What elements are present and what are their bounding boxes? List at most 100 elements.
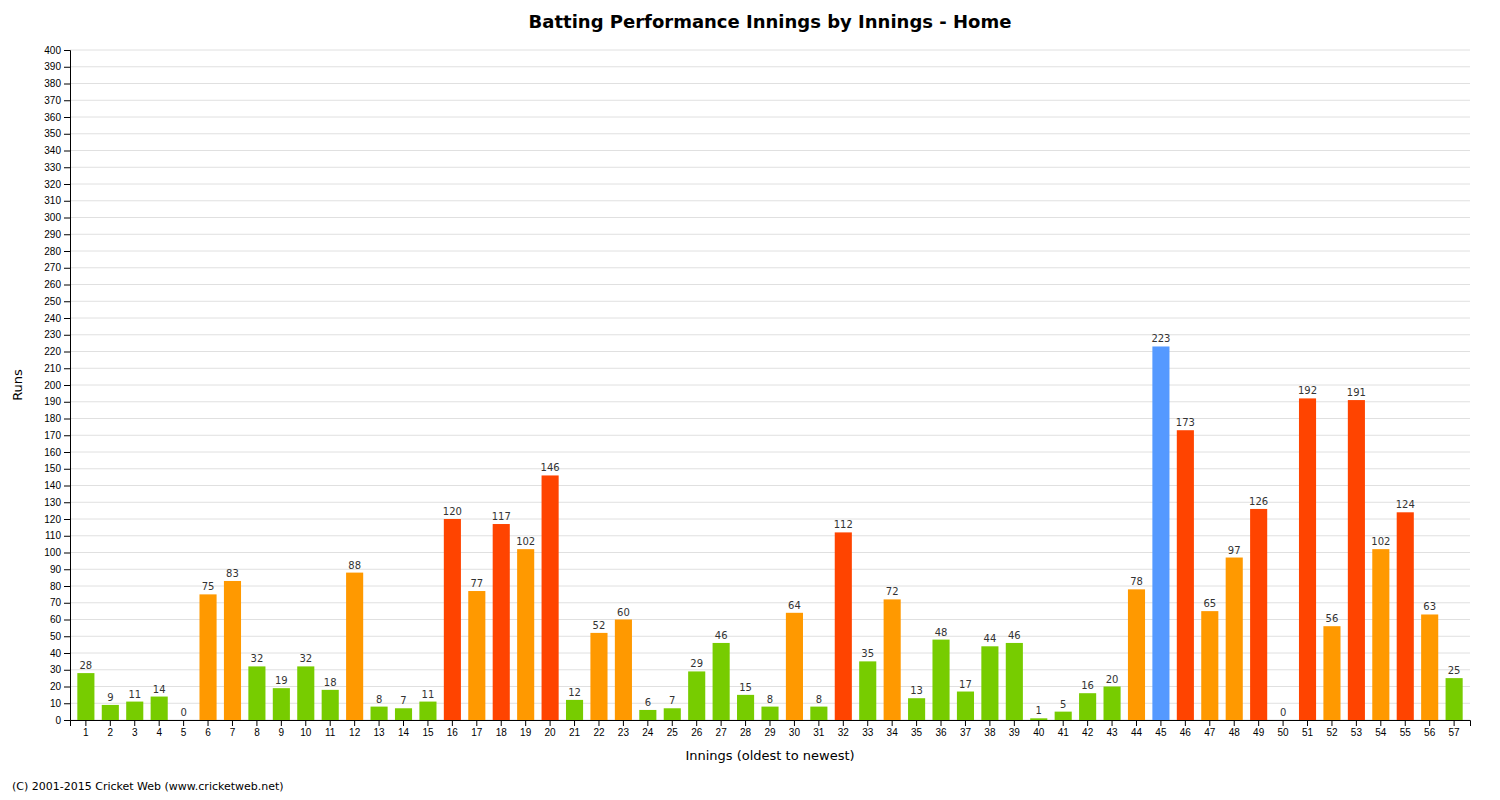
- x-tick-mark: [1185, 720, 1186, 726]
- x-tick-mark: [525, 720, 526, 726]
- bar: [273, 688, 290, 720]
- data-labels: 2891114075833219321888871112077117102146…: [80, 333, 1461, 718]
- x-tick-label: 17: [471, 727, 483, 738]
- x-tick-label: 25: [667, 727, 679, 738]
- data-label: 97: [1228, 545, 1241, 556]
- y-tick-mark: [64, 519, 70, 520]
- y-axis-line: [64, 51, 71, 721]
- x-tick-mark: [672, 720, 673, 726]
- y-tick-label: 20: [50, 681, 62, 692]
- data-label: 83: [226, 568, 239, 579]
- grid-line: [70, 66, 1470, 67]
- x-tick: 10: [300, 720, 312, 738]
- data-label: 146: [541, 462, 560, 473]
- y-tick-mark: [64, 318, 70, 319]
- x-tick: 34: [887, 720, 899, 738]
- x-tick-label: 55: [1400, 727, 1412, 738]
- x-tick: 3: [132, 720, 138, 738]
- bar: [590, 633, 607, 720]
- x-tick-label: 31: [813, 727, 825, 738]
- y-tick-label: 200: [44, 380, 61, 391]
- x-tick-mark: [1087, 720, 1088, 726]
- y-tick-label: 60: [50, 614, 62, 625]
- y-axis-title: Runs: [10, 369, 25, 401]
- bar: [859, 661, 876, 720]
- bar: [1397, 512, 1414, 720]
- bar: [1226, 558, 1243, 720]
- y-tick-label: 40: [50, 648, 62, 659]
- x-tick-label: 22: [593, 727, 605, 738]
- y-tick: 120: [44, 514, 70, 525]
- y-tick: 110: [45, 530, 70, 541]
- x-tick: 56: [1424, 720, 1436, 738]
- data-label: 19: [275, 675, 288, 686]
- x-tick-label: 8: [254, 727, 260, 738]
- x-tick-label: 19: [520, 727, 532, 738]
- x-tick: 35: [911, 720, 923, 738]
- x-tick-mark: [85, 720, 86, 726]
- y-tick-label: 260: [44, 279, 61, 290]
- bar: [810, 707, 827, 720]
- x-tick-label: 27: [716, 727, 728, 738]
- bar: [1030, 718, 1047, 720]
- x-tick-label: 1: [83, 727, 89, 738]
- x-tick-mark: [1380, 720, 1381, 726]
- bar: [1348, 400, 1365, 720]
- x-tick-mark: [867, 720, 868, 726]
- x-tick-mark: [183, 720, 184, 726]
- x-tick: 16: [447, 720, 459, 738]
- y-tick-label: 110: [45, 530, 61, 541]
- x-tick: 48: [1229, 720, 1241, 738]
- y-tick: 40: [50, 648, 70, 659]
- bar: [1275, 720, 1292, 721]
- data-label: 0: [180, 707, 186, 718]
- x-tick-mark: [1454, 720, 1455, 726]
- y-tick-label: 380: [44, 78, 61, 89]
- x-tick: 49: [1253, 720, 1265, 738]
- y-tick-mark: [64, 218, 70, 219]
- y-tick-mark: [64, 201, 70, 202]
- x-tick-mark: [598, 720, 599, 726]
- grid-line: [70, 401, 1470, 402]
- x-tick-label: 23: [618, 727, 630, 738]
- y-tick: 130: [44, 497, 70, 508]
- y-tick-mark: [64, 419, 70, 420]
- x-tick-mark: [134, 720, 135, 726]
- y-tick-mark: [64, 301, 70, 302]
- y-tick-mark: [64, 167, 70, 168]
- x-tick-mark: [354, 720, 355, 726]
- x-tick: 6: [205, 720, 211, 738]
- y-tick: 100: [44, 547, 70, 558]
- grid-line: [70, 50, 1470, 51]
- x-tick-mark: [1429, 720, 1430, 726]
- data-label: 0: [1280, 707, 1286, 718]
- y-tick-mark: [64, 620, 70, 621]
- y-tick-mark: [64, 569, 70, 570]
- data-label: 7: [669, 695, 675, 706]
- x-tick-mark: [281, 720, 282, 726]
- y-tick-label: 190: [44, 396, 61, 407]
- y-tick-mark: [64, 402, 70, 403]
- data-label: 120: [443, 506, 462, 517]
- bar: [908, 698, 925, 720]
- bar: [786, 613, 803, 720]
- x-tick: 22: [593, 720, 605, 738]
- y-tick-label: 210: [44, 363, 61, 374]
- x-tick-label: 33: [862, 727, 874, 738]
- bar: [102, 705, 119, 720]
- x-tick-label: 28: [740, 727, 752, 738]
- x-tick: 20: [545, 720, 557, 738]
- x-tick-mark: [745, 720, 746, 726]
- data-label: 56: [1326, 613, 1339, 624]
- x-tick: 57: [1449, 720, 1461, 738]
- x-tick-mark: [1209, 720, 1210, 726]
- bar: [1201, 611, 1218, 720]
- y-tick-label: 280: [44, 246, 61, 257]
- x-tick: 2: [108, 720, 114, 738]
- bar: [957, 692, 974, 720]
- x-tick-label: 40: [1033, 727, 1045, 738]
- y-tick-mark: [64, 586, 70, 587]
- x-axis: 1234567891011121314151617181920212223242…: [71, 720, 1471, 738]
- y-tick-label: 90: [50, 564, 62, 575]
- data-label: 60: [617, 607, 630, 618]
